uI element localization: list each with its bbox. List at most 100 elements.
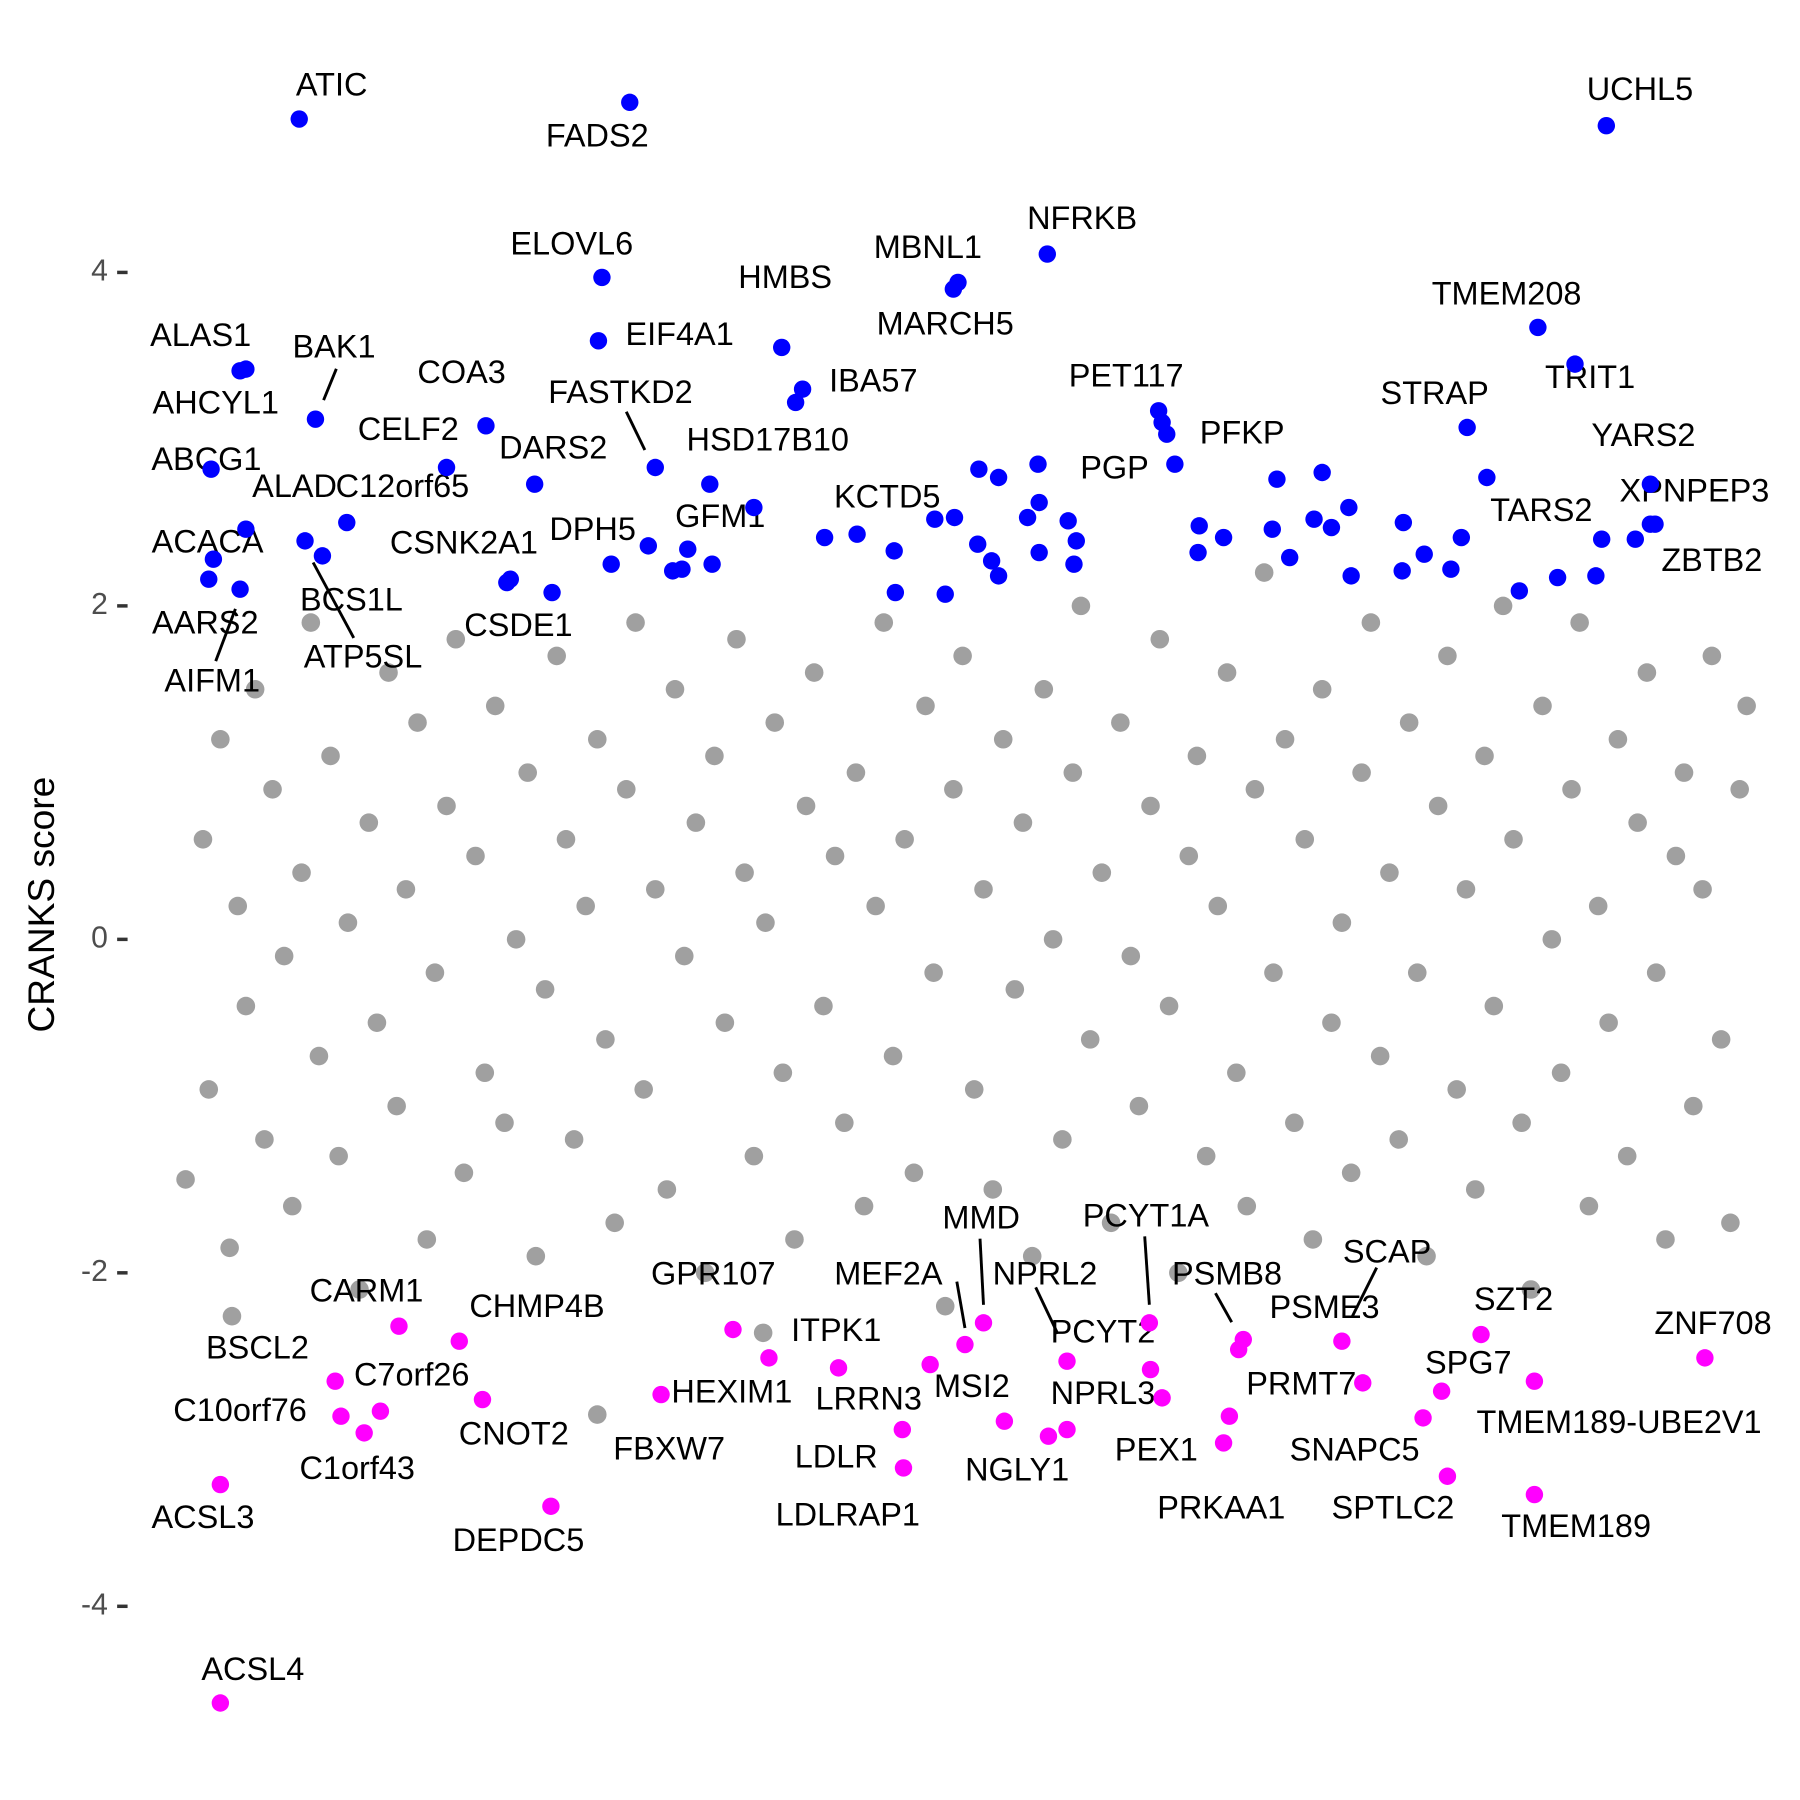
leader-line [624, 411, 647, 451]
point [921, 1355, 939, 1374]
point [1303, 1230, 1323, 1249]
point [956, 1335, 974, 1354]
point-label: ALAD [252, 468, 337, 504]
point [1380, 863, 1399, 882]
point [1656, 1230, 1675, 1249]
point [1452, 528, 1471, 547]
point [1196, 1146, 1216, 1166]
point-label: YARS2 [1591, 417, 1695, 453]
point [1280, 548, 1299, 567]
point [715, 1013, 735, 1033]
point [982, 552, 1001, 570]
point [1153, 413, 1171, 432]
point [437, 458, 456, 477]
point [657, 1180, 677, 1199]
point [854, 1196, 874, 1216]
leader-line [1034, 1286, 1060, 1335]
point-label: DEPDC5 [453, 1522, 585, 1558]
point [564, 1130, 584, 1149]
point [894, 1459, 913, 1477]
point [1254, 563, 1274, 582]
point [1521, 1280, 1541, 1299]
point [1442, 560, 1460, 578]
point [1166, 455, 1184, 473]
point [621, 93, 639, 112]
point [1628, 813, 1647, 832]
point [498, 573, 516, 592]
point [1646, 963, 1666, 982]
point [1030, 493, 1048, 512]
point-label: AIFM1 [164, 663, 260, 699]
point [1415, 545, 1433, 563]
point [1190, 517, 1208, 535]
point [1493, 596, 1513, 616]
point-label: CHMP4B [469, 1288, 604, 1324]
point [1111, 713, 1130, 732]
point-label: FADS2 [546, 118, 649, 154]
point [1626, 530, 1645, 548]
point [1389, 1130, 1408, 1149]
point [926, 510, 944, 528]
point [953, 646, 972, 666]
point [473, 1390, 492, 1409]
point [1029, 455, 1047, 473]
point [1533, 696, 1552, 716]
point-label: GPR107 [651, 1255, 776, 1291]
point-label: PGP [1080, 449, 1149, 485]
point-label: SCAP [1343, 1233, 1431, 1269]
point-label: ACSL3 [152, 1499, 255, 1535]
point [387, 1096, 406, 1116]
point [1022, 1246, 1042, 1266]
point [1059, 512, 1077, 530]
point [556, 830, 576, 849]
point [200, 570, 218, 588]
point [1525, 1372, 1544, 1390]
point [1721, 1213, 1740, 1233]
point [605, 1213, 624, 1233]
point-label: ZNF708 [1654, 1305, 1771, 1341]
point-label: HSD17B10 [687, 421, 849, 457]
point [1370, 1046, 1390, 1066]
point [437, 796, 456, 816]
point [1352, 763, 1371, 782]
point-label: HMBS [738, 259, 832, 295]
point [970, 460, 988, 478]
point [1432, 1382, 1451, 1400]
point [1187, 746, 1207, 766]
point [1092, 863, 1112, 882]
point [904, 1163, 924, 1183]
point [367, 1013, 387, 1033]
point-label: AARS2 [152, 605, 258, 641]
point [1058, 1352, 1076, 1370]
point [425, 963, 445, 982]
point [1407, 963, 1427, 982]
point-label: MBNL1 [874, 229, 982, 265]
point [974, 1314, 993, 1332]
point-label: TARS2 [1490, 492, 1592, 528]
point [944, 780, 963, 799]
point-label: C7orf26 [354, 1356, 470, 1392]
point [646, 880, 665, 899]
point [895, 830, 914, 849]
point [332, 1407, 350, 1425]
point [1268, 470, 1286, 488]
point [1587, 567, 1605, 585]
point [773, 338, 791, 357]
point [296, 532, 314, 550]
point [1245, 780, 1265, 799]
point [199, 1080, 219, 1099]
point [1150, 629, 1170, 649]
point-label: TMEM189-UBE2V1 [1477, 1404, 1762, 1440]
point [883, 1046, 903, 1066]
point-label: KCTD5 [834, 478, 940, 514]
point [1393, 562, 1411, 580]
point [1333, 1332, 1351, 1350]
point-label: BSCL2 [206, 1330, 309, 1366]
point [935, 1296, 955, 1316]
point [1237, 1196, 1257, 1216]
point-label: ZBTB2 [1661, 542, 1762, 578]
point-label: DARS2 [499, 430, 607, 466]
point [1217, 663, 1237, 682]
point [995, 1412, 1014, 1430]
point [1475, 746, 1494, 766]
